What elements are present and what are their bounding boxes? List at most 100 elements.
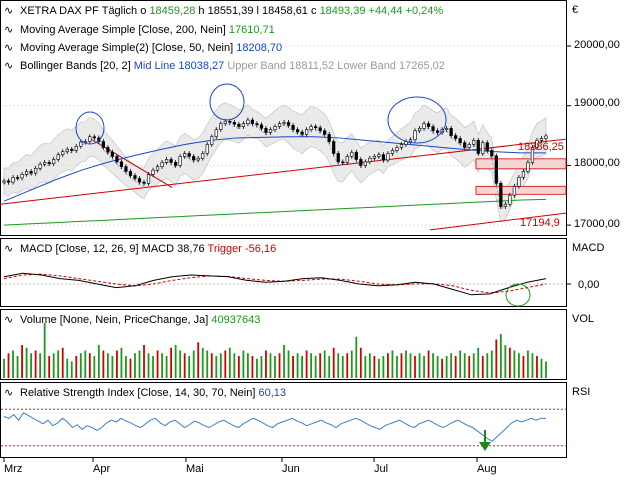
- wave-icon: ∿: [4, 60, 14, 72]
- candle-body: [223, 120, 227, 124]
- volume-bar: [134, 353, 136, 378]
- macd-trigger-line: [3, 273, 547, 294]
- candle-body: [291, 125, 295, 130]
- volume-bar: [66, 358, 69, 378]
- open-label: o: [140, 5, 147, 17]
- macd-legend: ∿ MACD [Close, 12, 26, 9] MACD 38,76 Trig…: [4, 242, 276, 256]
- volume-bar: [508, 347, 511, 378]
- volume-bar: [359, 347, 362, 378]
- annotation-level-2: 17194,9: [520, 217, 560, 229]
- volume-bar: [25, 347, 28, 378]
- volume-plot: [3, 323, 547, 378]
- rsi-title: Relative Strength Index [Close, 14, 30, …: [20, 387, 256, 399]
- candle-body: [268, 129, 273, 133]
- candle-body: [65, 148, 69, 152]
- candle-body: [151, 169, 155, 175]
- instrument-name: XETRA DAX PF: [20, 5, 99, 17]
- candle-body: [386, 153, 390, 161]
- volume-bar: [405, 350, 407, 378]
- candle-body: [273, 126, 277, 130]
- legend-bollinger-upper: Upper Band 18811,52: [227, 60, 335, 72]
- volume-bar: [156, 350, 159, 378]
- volume-bar: [332, 347, 335, 378]
- candle-body: [449, 128, 453, 136]
- candle-body: [395, 147, 399, 151]
- volume-bar: [102, 350, 105, 378]
- volume-bar: [224, 350, 227, 378]
- volume-bar: [143, 345, 145, 378]
- candle-body: [92, 136, 96, 139]
- candle-body: [359, 159, 363, 166]
- volume-bar: [323, 350, 326, 378]
- volume-axis-name: VOL: [572, 313, 595, 325]
- volume-bar: [129, 358, 132, 378]
- candle-body: [38, 163, 42, 169]
- candle-body: [174, 162, 178, 166]
- volume-bar: [84, 350, 87, 378]
- volume-bar: [287, 350, 290, 378]
- candle-body: [372, 156, 376, 159]
- price-axis-label: 18000,00: [574, 157, 620, 169]
- volume-bar: [7, 353, 10, 378]
- volume-bar: [206, 350, 209, 378]
- volume-bar: [459, 350, 462, 378]
- candle-body: [110, 151, 114, 157]
- volume-title: Volume [None, Nein, PriceChange, Ja]: [20, 314, 209, 326]
- legend-ma50: ∿ Moving Average Simple(2) [Close, 50, Ne…: [4, 41, 282, 55]
- close-value: 18493,39: [319, 5, 366, 17]
- candle-body: [52, 159, 56, 164]
- candle-body: [332, 141, 336, 154]
- volume-bar: [373, 356, 376, 378]
- candle-body: [246, 119, 250, 124]
- volume-bar: [34, 350, 37, 378]
- volume-bar: [269, 353, 272, 378]
- highlight-ellipse: [75, 111, 105, 145]
- candle-body: [219, 123, 223, 130]
- candle-body: [363, 161, 367, 166]
- candle-body: [314, 126, 318, 129]
- volume-bar: [301, 356, 303, 378]
- candle-body: [485, 142, 489, 151]
- volume-bar: [75, 356, 78, 378]
- volume-bar: [490, 350, 493, 378]
- candle-body: [11, 177, 15, 183]
- interval: Täglich: [101, 5, 138, 17]
- volume-bar: [242, 350, 245, 378]
- candle-body: [214, 129, 218, 138]
- wave-icon: ∿: [4, 24, 14, 36]
- volume-bar: [120, 347, 123, 378]
- volume-bar: [183, 353, 186, 378]
- candle-body: [106, 147, 110, 153]
- candle-body: [56, 154, 60, 160]
- price-axis-label: 19000,00: [574, 97, 620, 109]
- candle-body: [165, 159, 169, 163]
- legend-bollinger: ∿ Bollinger Bands [20, 2] Mid Line 18038,…: [4, 59, 445, 73]
- candle-body: [390, 150, 395, 154]
- legend-ma200-label: Moving Average Simple [Close, 200, Nein]: [20, 24, 226, 36]
- x-axis-label: Mrz: [4, 463, 23, 475]
- candle-body: [309, 126, 313, 130]
- candle-body: [368, 157, 372, 163]
- legend-bollinger-mid: Mid Line 18038,27: [133, 60, 225, 72]
- volume-bar: [382, 356, 385, 378]
- candle-body: [187, 153, 191, 157]
- candle-body: [178, 156, 182, 166]
- candle-body: [431, 126, 435, 132]
- candle-body: [517, 177, 521, 187]
- close-label: c: [311, 5, 317, 17]
- highlight-ellipse: [209, 83, 245, 121]
- candle-body: [169, 159, 173, 163]
- currency-symbol: €: [572, 4, 579, 16]
- candle-body: [250, 119, 255, 124]
- rsi-line: [3, 412, 546, 442]
- low-label: l: [256, 5, 259, 17]
- candle-body: [422, 123, 426, 129]
- volume-bar: [522, 356, 525, 378]
- x-axis-label: Jul: [374, 463, 389, 475]
- volume-bar: [21, 345, 23, 378]
- macd-value: MACD 38,76: [141, 243, 205, 255]
- candle-body: [381, 154, 386, 161]
- volume-bar: [48, 356, 51, 378]
- volume-bar: [125, 356, 127, 378]
- volume-bar: [39, 353, 42, 378]
